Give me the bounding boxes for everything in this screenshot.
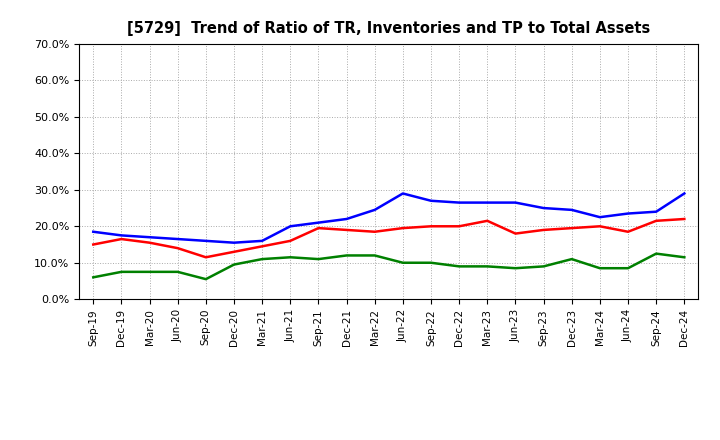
Inventories [595,215,604,220]
Trade Receivables [652,218,660,224]
Trade Receivables [174,246,182,251]
Inventories [624,211,632,216]
Trade Receivables [427,224,436,229]
Trade Receivables [286,238,294,243]
Trade Payables [652,251,660,256]
Inventories [455,200,464,205]
Trade Payables [399,260,408,265]
Trade Payables [342,253,351,258]
Inventories [258,238,266,243]
Trade Payables [483,264,492,269]
Trade Receivables [455,224,464,229]
Trade Receivables [624,229,632,235]
Inventories [230,240,238,246]
Trade Receivables [342,227,351,233]
Inventories [174,236,182,242]
Line: Trade Receivables: Trade Receivables [94,219,684,257]
Inventories [567,207,576,213]
Trade Receivables [258,244,266,249]
Trade Payables [258,257,266,262]
Trade Receivables [230,249,238,254]
Inventories [399,191,408,196]
Trade Payables [314,257,323,262]
Trade Payables [370,253,379,258]
Trade Payables [539,264,548,269]
Inventories [145,235,154,240]
Trade Receivables [89,242,98,247]
Inventories [680,191,688,196]
Inventories [539,205,548,211]
Inventories [483,200,492,205]
Title: [5729]  Trend of Ratio of TR, Inventories and TP to Total Assets: [5729] Trend of Ratio of TR, Inventories… [127,21,650,36]
Inventories [89,229,98,235]
Trade Receivables [202,255,210,260]
Inventories [652,209,660,214]
Trade Payables [117,269,126,275]
Line: Inventories: Inventories [94,194,684,243]
Inventories [117,233,126,238]
Trade Payables [286,255,294,260]
Trade Payables [202,276,210,282]
Trade Payables [624,266,632,271]
Trade Receivables [399,225,408,231]
Trade Payables [427,260,436,265]
Inventories [511,200,520,205]
Trade Receivables [595,224,604,229]
Inventories [314,220,323,225]
Trade Receivables [539,227,548,233]
Trade Receivables [117,236,126,242]
Trade Payables [89,275,98,280]
Trade Payables [174,269,182,275]
Trade Receivables [511,231,520,236]
Line: Trade Payables: Trade Payables [94,253,684,279]
Trade Payables [145,269,154,275]
Inventories [427,198,436,203]
Trade Payables [567,257,576,262]
Inventories [342,216,351,222]
Trade Receivables [483,218,492,224]
Trade Payables [230,262,238,267]
Legend: Trade Receivables, Inventories, Trade Payables: Trade Receivables, Inventories, Trade Pa… [164,438,613,440]
Inventories [370,207,379,213]
Trade Payables [680,255,688,260]
Trade Payables [595,266,604,271]
Trade Payables [511,266,520,271]
Trade Receivables [680,216,688,222]
Trade Receivables [145,240,154,246]
Inventories [286,224,294,229]
Trade Receivables [370,229,379,235]
Trade Receivables [314,225,323,231]
Trade Payables [455,264,464,269]
Trade Receivables [567,225,576,231]
Inventories [202,238,210,243]
